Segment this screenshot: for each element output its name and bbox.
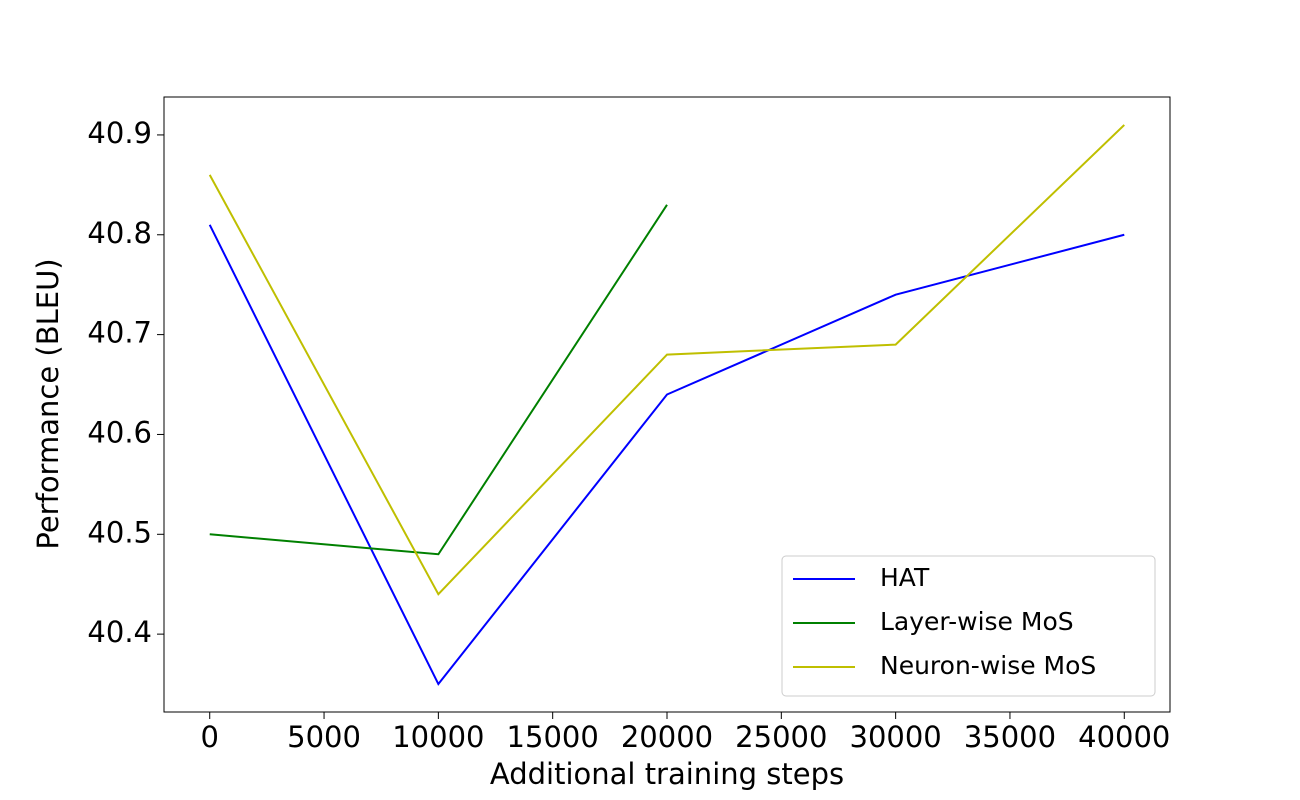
legend-label: Neuron-wise MoS	[880, 651, 1096, 680]
x-axis-label: Additional training steps	[490, 757, 844, 791]
legend-box	[781, 555, 1156, 697]
series-line	[208, 124, 1125, 596]
y-tick-label: 40.7	[87, 316, 152, 350]
series-line	[208, 224, 1125, 686]
y-tick-label: 40.8	[87, 216, 152, 250]
x-tick-label: 40000	[1078, 720, 1170, 754]
y-tick-label: 40.6	[87, 415, 152, 449]
x-tick-label: 0	[201, 720, 219, 754]
x-tick-label: 10000	[392, 720, 484, 754]
x-tick-label: 15000	[507, 720, 599, 754]
x-tick-label: 25000	[735, 720, 827, 754]
x-tick-label: 5000	[287, 720, 361, 754]
y-tick-label: 40.5	[87, 515, 152, 549]
x-tick-label: 30000	[850, 720, 942, 754]
plot-frame	[163, 96, 1171, 713]
series-line	[209, 204, 668, 556]
x-tick-label: 35000	[964, 720, 1056, 754]
x-tick-label: 20000	[621, 720, 713, 754]
legend-label: HAT	[880, 563, 930, 592]
legend-label: Layer-wise MoS	[880, 607, 1074, 636]
y-axis-label: Performance (BLEU)	[31, 258, 65, 549]
y-tick-label: 40.4	[87, 615, 152, 649]
y-tick-label: 40.9	[87, 116, 152, 150]
